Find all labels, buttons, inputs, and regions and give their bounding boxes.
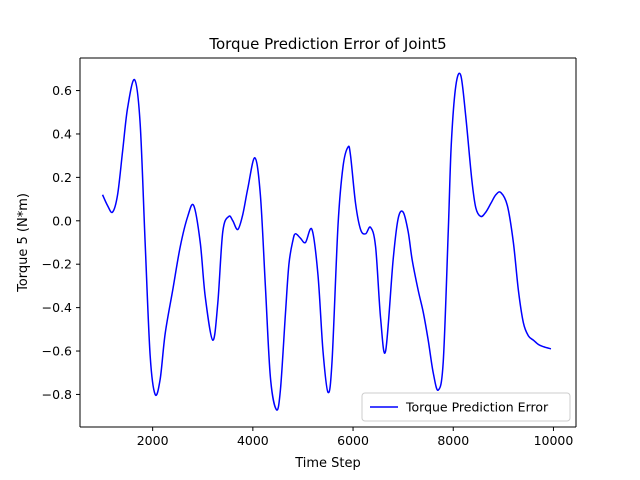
- x-tick-label: 8000: [437, 433, 469, 448]
- y-tick-label: −0.2: [42, 257, 72, 272]
- y-tick-label: −0.6: [42, 344, 72, 359]
- x-tick-label: 10000: [534, 433, 574, 448]
- legend: Torque Prediction Error: [361, 392, 571, 422]
- y-axis-label: Torque 5 (N*m): [16, 193, 31, 293]
- series-layer: [101, 72, 552, 411]
- axes-layer: [79, 57, 577, 428]
- plot-area: [80, 58, 576, 427]
- x-tick-label: 4000: [237, 433, 269, 448]
- y-tick-label: −0.8: [42, 387, 72, 402]
- y-tick-label: −0.4: [42, 300, 72, 315]
- legend-box: [361, 392, 571, 422]
- y-tick-label: 0.4: [52, 126, 72, 141]
- y-tick-label: 0.0: [52, 213, 72, 228]
- y-tick-label: 0.2: [52, 170, 72, 185]
- chart-title: Torque Prediction Error of Joint5: [208, 35, 446, 53]
- x-tick-label: 6000: [337, 433, 369, 448]
- series-line-0: [101, 72, 552, 411]
- x-axis-label: Time Step: [294, 456, 361, 471]
- y-axis-ticks: −0.8 −0.6 −0.4 −0.2 0.0 0.2 0.4 0.6: [42, 83, 80, 402]
- legend-entry-label: Torque Prediction Error: [405, 400, 549, 415]
- y-tick-label: 0.6: [52, 83, 72, 98]
- x-tick-label: 2000: [137, 433, 169, 448]
- x-axis-ticks: 2000 4000 6000 8000 10000: [137, 427, 574, 448]
